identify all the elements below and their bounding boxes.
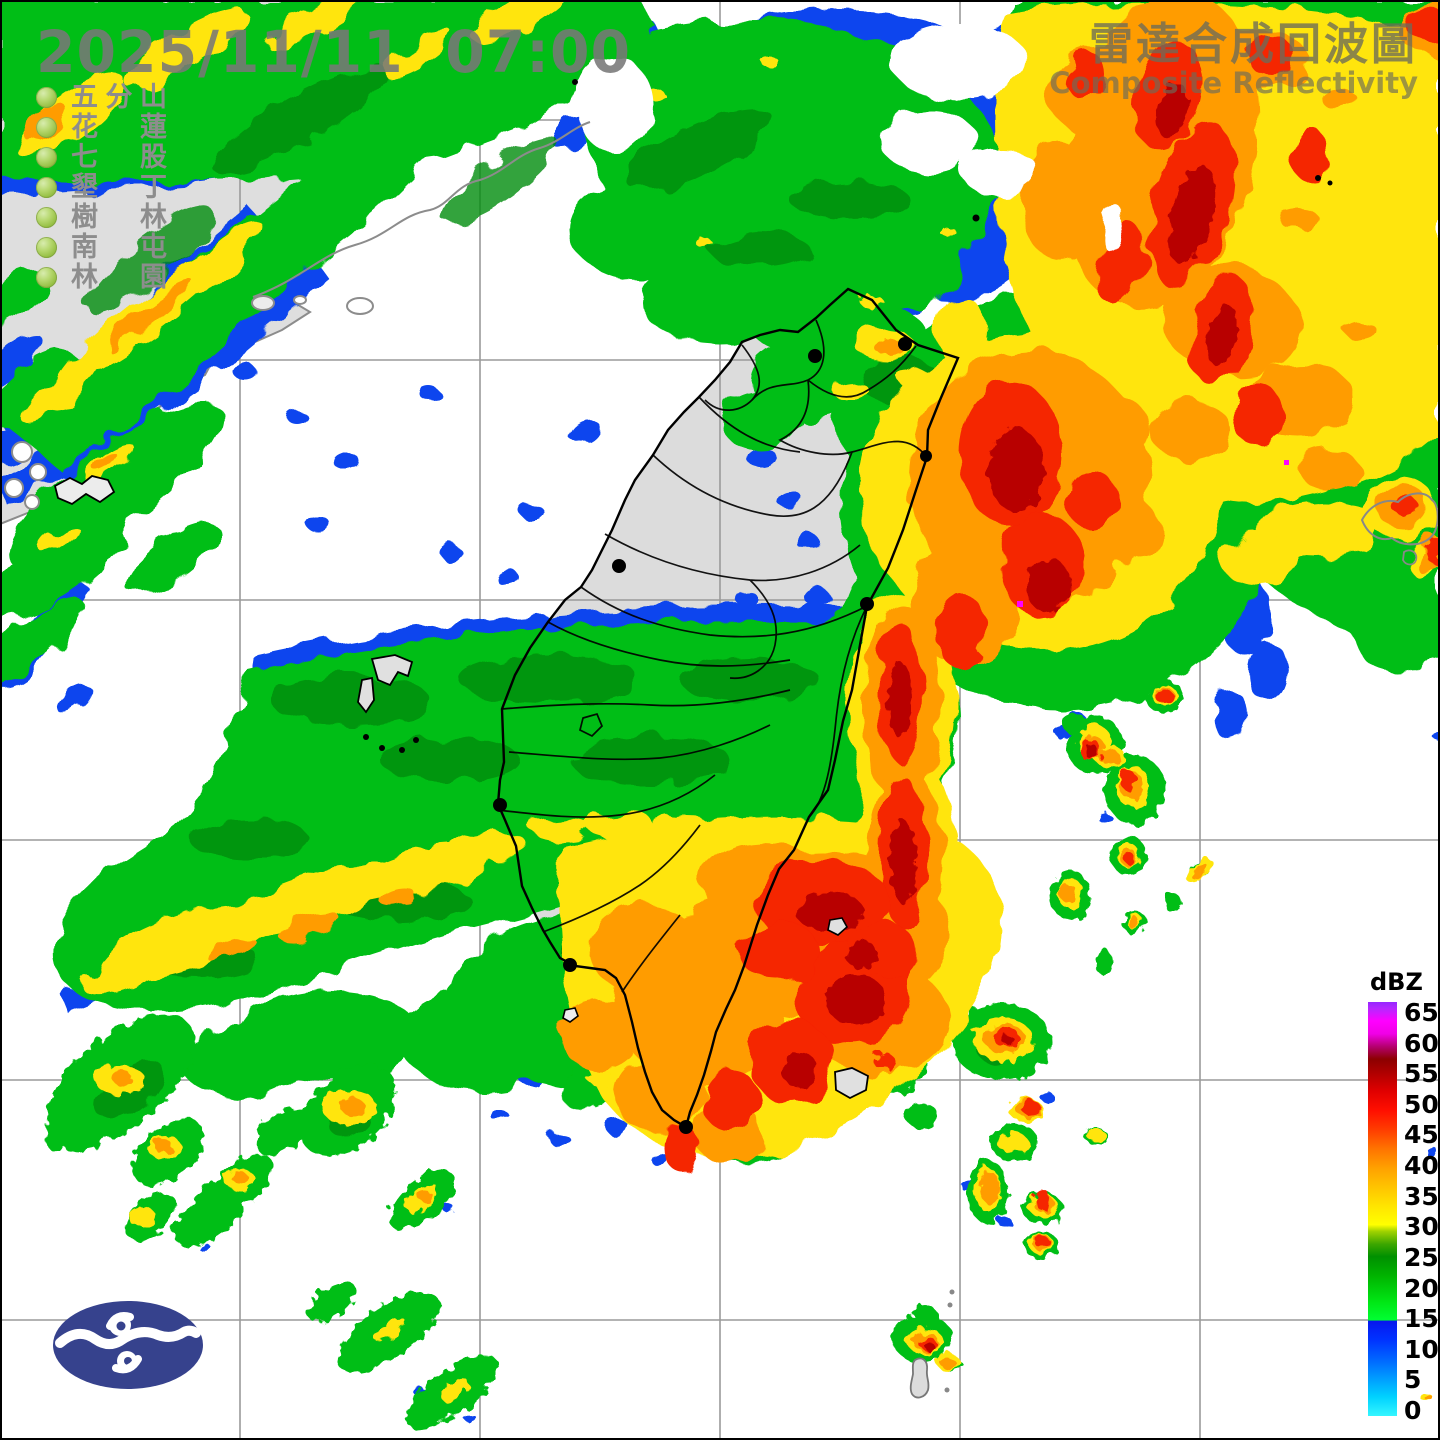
echo-white-gaps [577,24,1125,250]
legend-tick-label: 35 [1404,1181,1439,1211]
legend-tick-label: 0 [1404,1396,1422,1425]
station-bullet-icon [36,206,57,228]
legend-tick-label: 5 [1404,1365,1422,1395]
station-bullet-icon [36,146,57,168]
legend-tick-label: 20 [1404,1273,1439,1303]
station-name: 墾丁 [71,171,167,203]
echo-darkred-layer [782,82,1238,1351]
station-row: 墾丁 [36,172,167,202]
station-name: 樹林 [71,201,167,233]
echo-orange-layer [22,0,1440,1165]
radar-station-list: 五分山花蓮七股墾丁樹林南屯林園 [36,82,167,292]
station-name: 南屯 [71,231,167,263]
map-title: 雷達合成回波圖 Composite Reflectivity [1049,19,1418,101]
station-row: 七股 [36,142,167,172]
legend-tick-label: 65 [1404,998,1439,1027]
echo-red-layer [664,9,1440,1172]
legend-tick-label: 30 [1404,1212,1439,1242]
station-name: 七股 [71,141,167,173]
station-bullet-icon [36,176,57,198]
station-bullet-icon [36,266,57,288]
station-name: 五分山 [71,81,167,113]
station-bullet-icon [36,86,57,108]
cwa-logo [53,1301,203,1389]
station-row: 花蓮 [36,112,167,142]
legend-tick-label: 25 [1404,1242,1439,1272]
timestamp: 2025/11/11 07:00 [36,18,632,86]
station-name: 花蓮 [71,111,167,143]
station-row: 五分山 [36,82,167,112]
legend-tick-label: 50 [1404,1089,1439,1119]
station-row: 樹林 [36,202,167,232]
station-row: 林園 [36,262,167,292]
legend-title: dBZ [1370,968,1423,996]
taiwan-county-borders [497,319,928,993]
offshore-islands [53,79,1439,1399]
legend-tick-label: 15 [1404,1304,1439,1334]
dbz-legend: dBZ 65 60 55 50 45 40 35 30 25 20 15 10 5 0 [1356,968,1439,1423]
legend-tick-label: 10 [1404,1334,1439,1364]
title-english: Composite Reflectivity [1049,66,1418,101]
title-chinese: 雷達合成回波圖 [1089,19,1418,70]
station-dots [493,337,932,1134]
station-bullet-icon [36,116,57,138]
station-bullet-icon [36,236,57,258]
station-name: 林園 [71,261,167,293]
legend-tick-label: 60 [1404,1028,1439,1058]
legend-tick-label: 40 [1404,1151,1439,1181]
legend-color-bar [1368,1002,1397,1416]
taiwan-outline [496,287,960,1129]
legend-tick-label: 55 [1404,1059,1439,1089]
legend-tick-label: 45 [1404,1120,1439,1150]
echo-magenta-specks [1017,460,1289,607]
china-coast-lines [4,121,591,510]
station-row: 南屯 [36,232,167,262]
